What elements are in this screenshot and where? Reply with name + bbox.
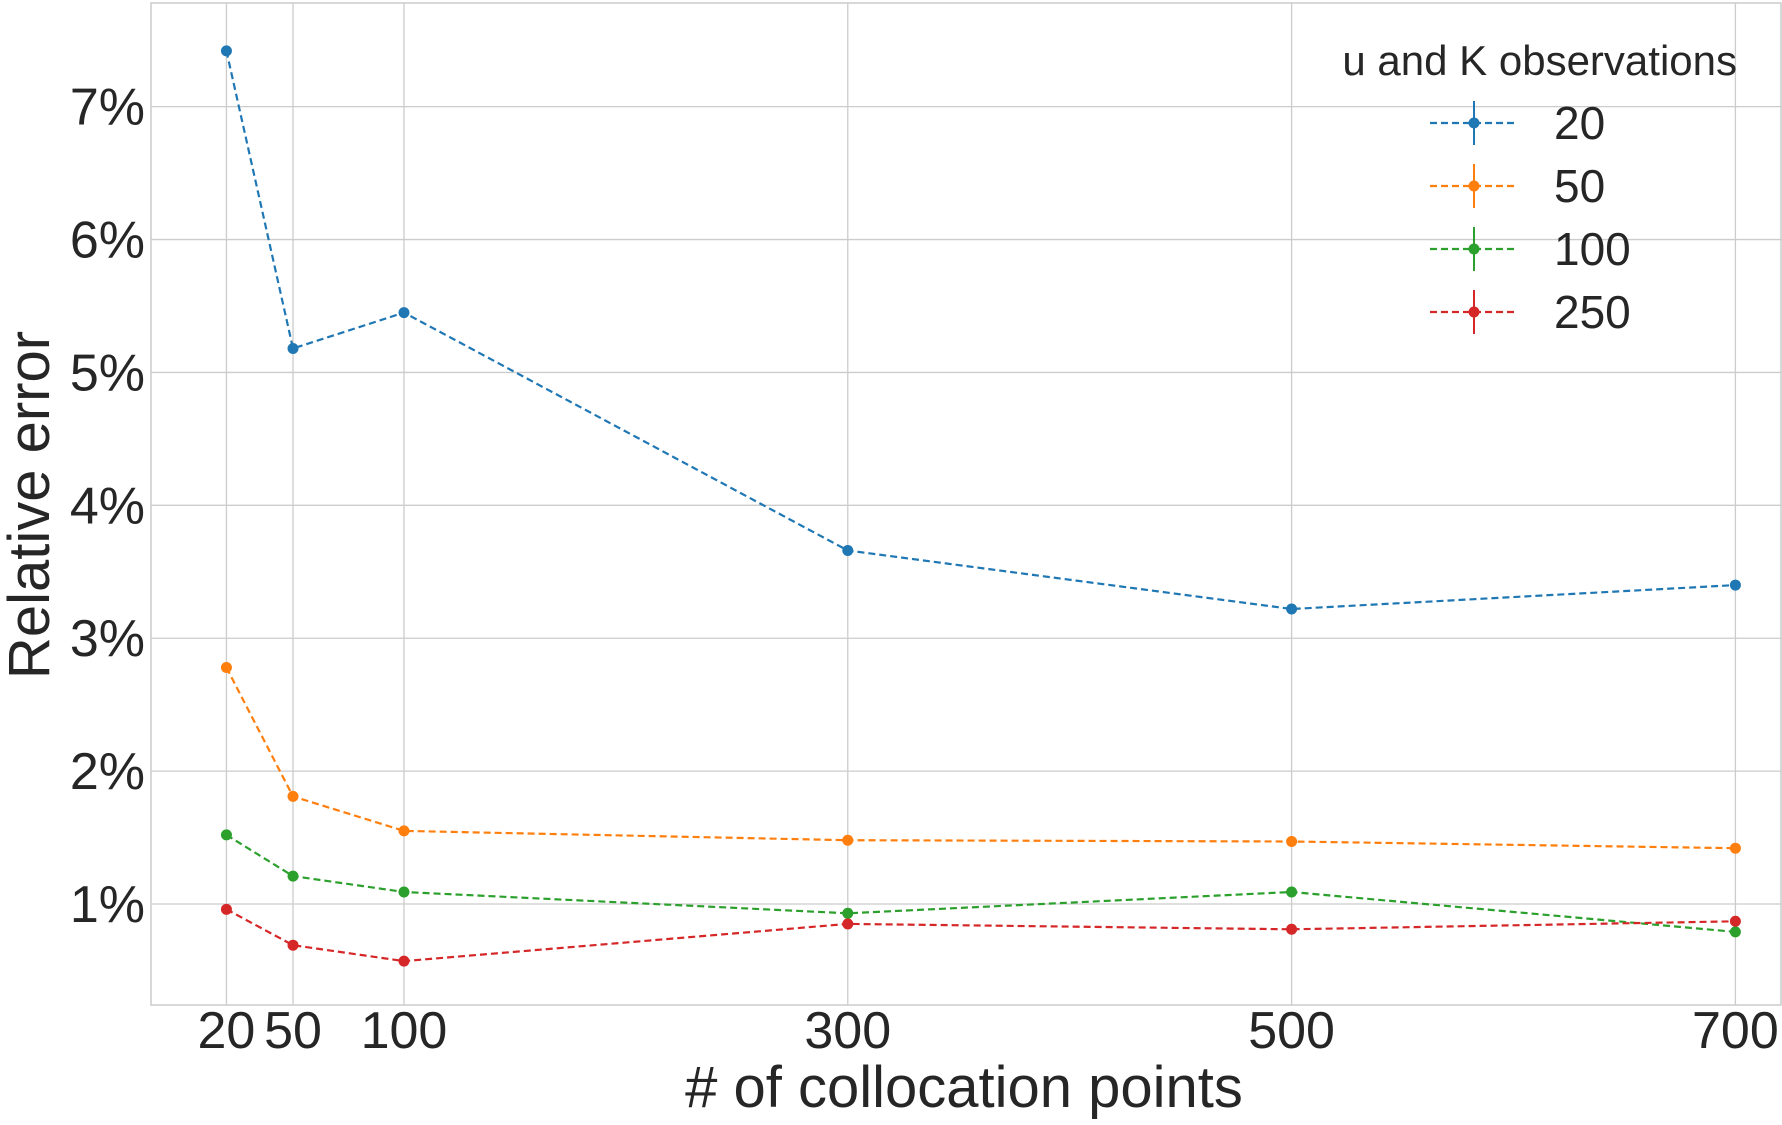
x-tick-label: 50 <box>264 1002 322 1060</box>
legend-label: 20 <box>1554 97 1605 149</box>
data-point <box>398 886 410 898</box>
legend-marker <box>1468 243 1480 255</box>
data-point <box>287 939 299 951</box>
y-tick-label: 4% <box>70 477 145 535</box>
y-axis-label: Relative error <box>0 331 62 679</box>
x-tick-label: 700 <box>1692 1002 1779 1060</box>
legend-marker <box>1468 117 1480 129</box>
legend-marker <box>1468 180 1480 192</box>
data-point <box>1286 603 1298 615</box>
data-point <box>220 45 232 57</box>
data-point <box>398 307 410 319</box>
data-point <box>1286 923 1298 935</box>
y-tick-label: 2% <box>70 743 145 801</box>
data-point <box>1729 842 1741 854</box>
data-point <box>842 907 854 919</box>
data-point <box>1729 579 1741 591</box>
series-line <box>225 666 1736 850</box>
data-point <box>287 870 299 882</box>
series-50 <box>220 661 1741 854</box>
x-tick-label: 20 <box>198 1002 256 1060</box>
grid-lines <box>151 3 1782 1005</box>
legend-entry-100: 100 <box>1430 223 1631 275</box>
data-point <box>287 343 299 355</box>
series-line <box>225 50 1736 611</box>
series-250 <box>220 903 1741 967</box>
data-point <box>220 903 232 915</box>
legend-label: 250 <box>1554 286 1631 338</box>
legend-title: u and K observations <box>1342 37 1737 84</box>
legend-entry-250: 250 <box>1430 286 1631 338</box>
legend-entry-50: 50 <box>1430 160 1605 212</box>
series-layer <box>220 45 1741 967</box>
data-point <box>398 825 410 837</box>
legend-marker <box>1468 306 1480 318</box>
legend-label: 100 <box>1554 223 1631 275</box>
x-axis-label: # of collocation points <box>685 1055 1243 1120</box>
y-tick-label: 6% <box>70 212 145 270</box>
y-tick-label: 7% <box>70 79 145 137</box>
series-line <box>225 833 1736 933</box>
x-tick-label: 500 <box>1248 1002 1335 1060</box>
data-point <box>1729 915 1741 927</box>
data-point <box>842 918 854 930</box>
y-tick-label: 1% <box>70 876 145 934</box>
plot-frame <box>150 2 1782 1006</box>
y-tick-labels: 1% 2% 3% 4% 5% 6% 7% <box>70 79 145 934</box>
legend-label: 50 <box>1554 160 1605 212</box>
legend-entries: 20 50 100 250 <box>1430 97 1631 338</box>
data-point <box>1286 886 1298 898</box>
x-tick-labels: 20 50 100 300 500 700 <box>198 1002 1779 1060</box>
data-point <box>1729 926 1741 938</box>
legend-entry-20: 20 <box>1430 97 1605 149</box>
data-point <box>398 955 410 967</box>
x-tick-label: 100 <box>361 1002 448 1060</box>
data-point <box>842 834 854 846</box>
data-point <box>842 545 854 557</box>
series-100 <box>220 829 1741 938</box>
data-point <box>287 790 299 802</box>
series-line <box>225 908 1736 963</box>
x-tick-label: 300 <box>804 1002 891 1060</box>
y-tick-label: 5% <box>70 344 145 402</box>
y-tick-label: 3% <box>70 610 145 668</box>
series-20 <box>220 45 1741 615</box>
data-point <box>1286 836 1298 848</box>
legend: u and K observations 20 50 100 250 <box>1342 37 1737 338</box>
data-point <box>220 661 232 673</box>
data-point <box>220 829 232 841</box>
